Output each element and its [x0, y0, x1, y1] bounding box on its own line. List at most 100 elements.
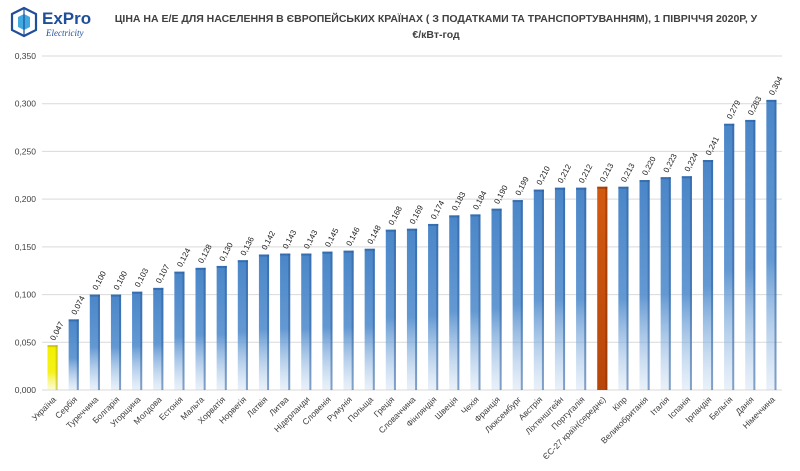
- bar-value-label: 0,183: [450, 190, 468, 212]
- bar-value-label: 0,169: [408, 203, 426, 225]
- bar-top: [68, 319, 79, 322]
- bar-body: [618, 186, 629, 390]
- bar-value-label: 0,124: [175, 246, 193, 268]
- bar: [681, 176, 692, 390]
- bar-value-label: 0,047: [48, 320, 66, 342]
- bar-top: [491, 208, 502, 211]
- bar-value-label: 0,184: [471, 189, 489, 211]
- bar: [406, 228, 418, 390]
- bar-value-label: 0,279: [725, 98, 743, 120]
- bar-shade: [415, 228, 418, 390]
- bar-top: [512, 200, 523, 203]
- y-tick-label: 0,100: [15, 290, 37, 300]
- bar: [68, 319, 79, 390]
- bar-top: [258, 254, 270, 257]
- bar-top: [766, 99, 777, 102]
- bar-value-label: 0,148: [366, 223, 384, 245]
- bar-body: [533, 189, 544, 390]
- bars: [47, 99, 777, 391]
- bar-body: [153, 287, 164, 390]
- bar-value-label: 0,174: [429, 199, 447, 221]
- bar-value-label: 0,212: [556, 162, 574, 184]
- y-tick-label: 0,000: [15, 385, 37, 395]
- bar-body: [491, 208, 502, 390]
- bar-top: [280, 253, 291, 256]
- bar-shade: [330, 251, 333, 390]
- bar: [660, 177, 671, 390]
- bar-shade: [520, 200, 523, 390]
- bar: [576, 187, 587, 390]
- bar: [533, 189, 544, 390]
- bar-value-label: 0,142: [260, 229, 278, 251]
- bar-value-label: 0,224: [683, 151, 701, 173]
- bar-shade: [732, 123, 735, 391]
- y-tick-label: 0,250: [15, 146, 37, 156]
- bar-body: [174, 271, 185, 390]
- bar-body: [724, 123, 735, 391]
- bar-top: [533, 189, 544, 192]
- bar-top: [301, 253, 312, 256]
- bar-body: [470, 214, 481, 390]
- bar-top: [597, 186, 608, 189]
- bar-shade: [76, 319, 79, 390]
- bar-value-label: 0,107: [154, 262, 172, 284]
- bar-value-label: 0,100: [91, 269, 109, 291]
- chart-title-line1: ЦІНА НА Е/Е ДЛЯ НАСЕЛЕННЯ В ЄВРОПЕЙСЬКИХ…: [115, 12, 758, 25]
- bar-shade: [436, 223, 439, 390]
- bar-top: [89, 294, 100, 297]
- bar-top: [639, 180, 650, 183]
- bar-shade: [372, 248, 375, 390]
- bar-body: [89, 294, 100, 390]
- bar: [597, 186, 608, 390]
- category-labels: УкраїнаСербіяТуреччинаБолгаріяУгорщинаМо…: [30, 394, 777, 461]
- bar-top: [153, 287, 164, 290]
- bar: [258, 254, 270, 390]
- bar-shade: [605, 186, 608, 390]
- bar-body: [766, 99, 777, 390]
- bar-shade: [753, 119, 756, 391]
- bar-shade: [267, 254, 270, 390]
- bar-top: [110, 294, 122, 297]
- bar-body: [660, 177, 671, 390]
- bar-top: [406, 228, 418, 231]
- bar-value-label: 0,283: [746, 94, 764, 116]
- bar-top: [428, 223, 439, 226]
- bar-top: [681, 176, 692, 179]
- bar: [174, 271, 185, 390]
- bar: [745, 119, 756, 391]
- category-label: Швеція: [433, 394, 460, 421]
- logo-brand: ExPro: [42, 9, 91, 28]
- bar-shade: [774, 99, 777, 390]
- bar-body: [554, 187, 566, 390]
- bar-top: [554, 187, 566, 190]
- bar: [216, 265, 227, 390]
- bar-value-label: 0,128: [196, 242, 214, 264]
- bar-value-label: 0,199: [514, 175, 532, 197]
- y-axis-ticks: 0,000 0,050 0,100 0,150 0,200 0,250 0,300 0,350: [15, 51, 37, 395]
- bar-top: [174, 271, 185, 274]
- bar-body: [745, 119, 756, 391]
- bar-body: [216, 265, 227, 390]
- bar-shade: [541, 189, 544, 390]
- bar-shade: [689, 176, 692, 390]
- y-tick-label: 0,200: [15, 194, 37, 204]
- bar-body: [428, 223, 439, 390]
- bar-shade: [161, 287, 164, 390]
- bar-value-label: 0,212: [577, 162, 595, 184]
- bar-shade: [224, 265, 227, 390]
- bar-body: [364, 248, 375, 390]
- bar: [89, 294, 100, 390]
- bar-value-label: 0,103: [133, 266, 151, 288]
- bar-body: [280, 253, 291, 390]
- bar: [110, 294, 122, 390]
- bar-body: [512, 200, 523, 390]
- bar: [385, 229, 396, 390]
- bar-top: [745, 119, 756, 122]
- bar-body: [406, 228, 418, 390]
- bar: [195, 267, 206, 390]
- bar-body: [110, 294, 122, 390]
- bar-shade: [647, 180, 650, 390]
- logo-mark-icon: [10, 6, 38, 38]
- bar-shade: [499, 208, 502, 390]
